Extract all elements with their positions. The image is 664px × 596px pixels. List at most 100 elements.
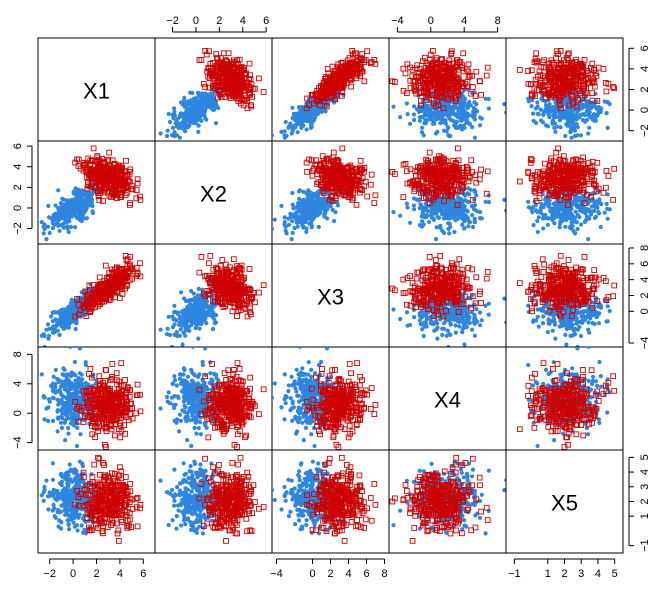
panel-points bbox=[517, 146, 616, 241]
point-blue-circle bbox=[583, 120, 587, 124]
point-blue-circle bbox=[458, 111, 462, 115]
point-blue-circle bbox=[576, 133, 580, 137]
point-blue-circle bbox=[301, 124, 305, 128]
point-red-square bbox=[73, 160, 78, 165]
panel-points bbox=[517, 49, 616, 145]
point-blue-circle bbox=[450, 213, 454, 217]
point-blue-circle bbox=[575, 198, 579, 202]
point-blue-circle bbox=[599, 225, 603, 229]
point-red-square bbox=[479, 93, 484, 98]
point-red-square bbox=[305, 169, 310, 174]
point-red-square bbox=[365, 194, 370, 199]
point-blue-circle bbox=[167, 112, 171, 116]
point-blue-circle bbox=[447, 216, 451, 220]
point-blue-circle bbox=[597, 105, 601, 109]
point-red-square bbox=[517, 68, 522, 73]
point-red-square bbox=[554, 55, 559, 60]
point-blue-circle bbox=[307, 111, 311, 115]
point-blue-circle bbox=[196, 91, 200, 95]
point-blue-circle bbox=[335, 201, 339, 205]
panel-points bbox=[270, 146, 378, 241]
point-blue-circle bbox=[46, 204, 50, 208]
panel-points bbox=[159, 49, 267, 145]
point-blue-circle bbox=[75, 215, 79, 219]
point-blue-circle bbox=[58, 229, 62, 233]
point-red-square bbox=[362, 79, 367, 84]
point-blue-circle bbox=[437, 205, 441, 209]
point-blue-circle bbox=[291, 203, 295, 207]
point-blue-circle bbox=[412, 203, 416, 207]
point-blue-circle bbox=[184, 105, 188, 109]
point-blue-circle bbox=[560, 116, 564, 120]
point-red-square bbox=[601, 67, 606, 72]
point-blue-circle bbox=[546, 203, 550, 207]
point-blue-circle bbox=[307, 222, 311, 226]
panel-points bbox=[390, 146, 508, 241]
point-blue-circle bbox=[466, 224, 470, 228]
point-blue-circle bbox=[408, 122, 412, 126]
point-blue-circle bbox=[196, 102, 200, 106]
point-blue-circle bbox=[40, 220, 44, 224]
point-red-square bbox=[604, 168, 609, 173]
point-blue-circle bbox=[564, 111, 568, 115]
point-blue-circle bbox=[465, 215, 469, 219]
point-blue-circle bbox=[420, 130, 424, 134]
point-blue-circle bbox=[325, 216, 329, 220]
point-blue-circle bbox=[405, 202, 409, 206]
point-blue-circle bbox=[296, 130, 300, 134]
point-blue-circle bbox=[539, 211, 543, 215]
point-blue-circle bbox=[283, 136, 287, 140]
point-blue-circle bbox=[431, 216, 435, 220]
point-blue-circle bbox=[473, 114, 477, 118]
point-blue-circle bbox=[535, 100, 539, 104]
point-blue-circle bbox=[74, 197, 78, 201]
point-blue-circle bbox=[300, 216, 304, 220]
point-blue-circle bbox=[542, 112, 546, 116]
point-blue-circle bbox=[423, 112, 427, 116]
point-blue-circle bbox=[547, 216, 551, 220]
point-blue-circle bbox=[437, 216, 441, 220]
point-blue-circle bbox=[304, 191, 308, 195]
point-blue-circle bbox=[569, 216, 573, 220]
point-red-square bbox=[485, 169, 490, 174]
point-blue-circle bbox=[178, 136, 182, 140]
point-blue-circle bbox=[472, 207, 476, 211]
point-blue-circle bbox=[284, 229, 288, 233]
point-blue-circle bbox=[553, 130, 557, 134]
point-blue-circle bbox=[461, 203, 465, 207]
point-blue-circle bbox=[295, 210, 299, 214]
point-blue-circle bbox=[279, 204, 283, 208]
point-blue-circle bbox=[537, 215, 541, 219]
point-blue-circle bbox=[47, 215, 51, 219]
point-red-square bbox=[360, 52, 365, 57]
point-blue-circle bbox=[547, 112, 551, 116]
point-blue-circle bbox=[546, 107, 550, 111]
point-blue-circle bbox=[536, 210, 540, 214]
point-blue-circle bbox=[593, 105, 597, 109]
point-blue-circle bbox=[288, 212, 292, 216]
panel-points bbox=[390, 49, 508, 145]
point-blue-circle bbox=[286, 217, 290, 221]
point-blue-circle bbox=[597, 211, 601, 215]
point-blue-circle bbox=[417, 198, 421, 202]
point-blue-circle bbox=[470, 213, 474, 217]
point-blue-circle bbox=[283, 215, 287, 219]
point-blue-circle bbox=[418, 119, 422, 123]
point-blue-circle bbox=[586, 237, 590, 241]
point-blue-circle bbox=[309, 216, 313, 220]
diagonal-label: X1 bbox=[83, 79, 110, 104]
point-blue-circle bbox=[552, 115, 556, 119]
point-blue-circle bbox=[62, 213, 66, 217]
point-red-square bbox=[537, 196, 542, 201]
point-blue-circle bbox=[429, 209, 433, 213]
point-blue-circle bbox=[412, 207, 416, 211]
point-blue-circle bbox=[467, 101, 471, 105]
point-blue-circle bbox=[287, 223, 291, 227]
point-red-square bbox=[247, 61, 252, 66]
point-blue-circle bbox=[85, 216, 89, 220]
point-blue-circle bbox=[594, 200, 598, 204]
point-blue-circle bbox=[182, 100, 186, 104]
point-blue-circle bbox=[564, 209, 568, 213]
point-blue-circle bbox=[91, 211, 95, 215]
point-blue-circle bbox=[334, 210, 338, 214]
